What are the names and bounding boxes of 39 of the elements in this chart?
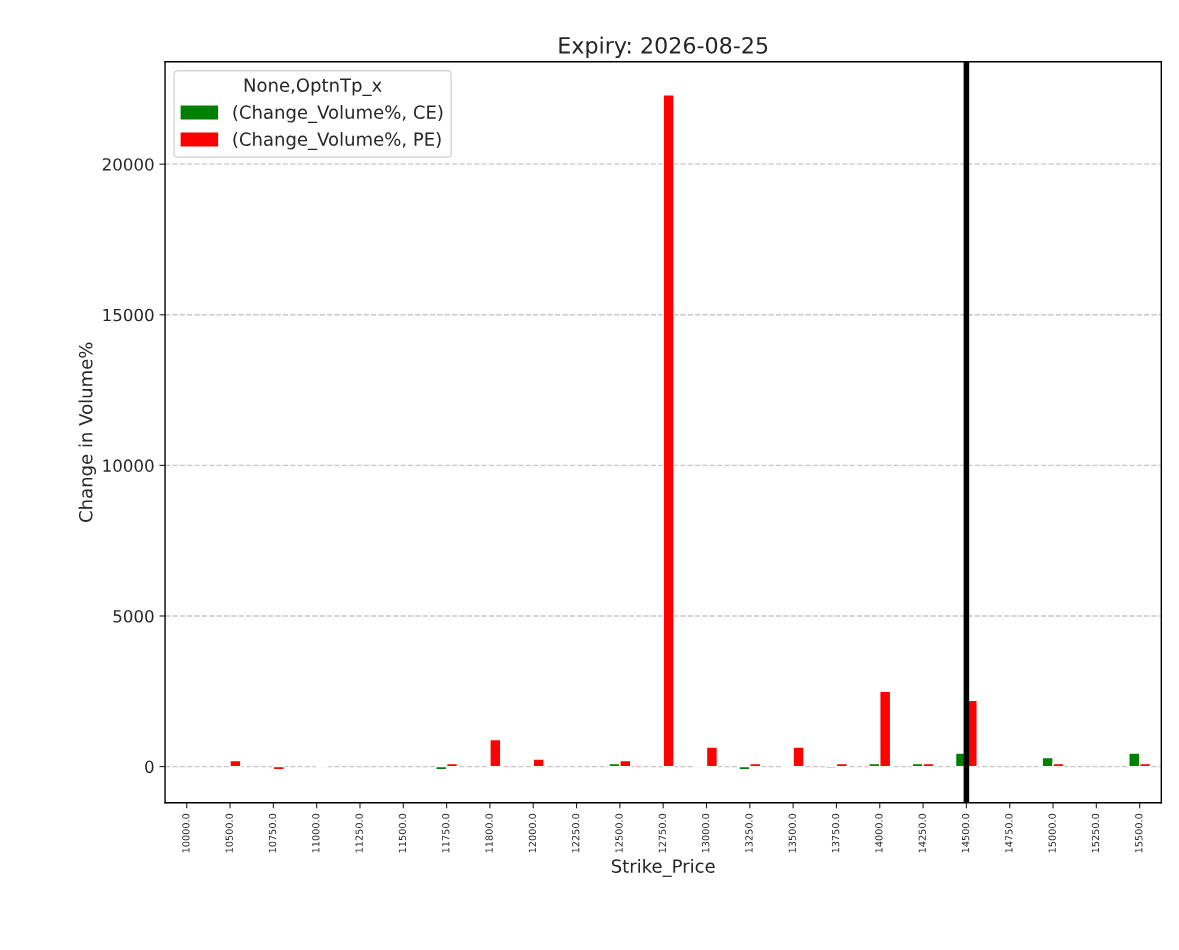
- x-tick-label: 11250.0: [355, 813, 363, 853]
- x-tick-label: 12000.0: [528, 813, 537, 853]
- chart-title: Expiry: 2026-08-25: [559, 36, 768, 59]
- x-tick-label: 14500.0: [961, 813, 970, 853]
- legend-title: None,OptnTp_x: [244, 78, 382, 96]
- x-tick-label: 11800.0: [485, 813, 493, 853]
- x-tick-label: 13750.0: [831, 813, 840, 853]
- x-tick-label: 15500.0: [1135, 813, 1143, 853]
- bar: [662, 94, 675, 768]
- x-tick-label: 12750.0: [658, 813, 667, 853]
- y-tick-label: 5000: [113, 609, 154, 623]
- x-tick-label: 14250.0: [918, 813, 926, 853]
- x-tick-label: 12500.0: [615, 813, 623, 853]
- bar: [489, 738, 502, 768]
- x-tick-label: 15000.0: [1048, 813, 1056, 853]
- x-tick-label: 11000.0: [312, 813, 320, 853]
- bar: [229, 759, 242, 768]
- x-tick-label: 13500.0: [788, 813, 796, 853]
- x-tick-label: 14750.0: [1005, 813, 1013, 853]
- x-tick-label: 10500.0: [225, 813, 233, 853]
- x-tick-label: 10000.0: [182, 813, 190, 853]
- x-axis-title: Strike_Price: [611, 858, 715, 877]
- y-tick-label: 20000: [102, 158, 154, 171]
- y-axis-title: Change in Volume%: [78, 342, 97, 522]
- legend-label: (Change_Volume%, CE): [233, 105, 443, 123]
- x-tick-label: 13250.0: [745, 813, 753, 853]
- legend-label: (Change_Volume%, PE): [233, 132, 441, 150]
- x-tick-label: 15250.0: [1091, 813, 1100, 853]
- x-tick-label: 10750.0: [268, 813, 277, 853]
- y-tick-label: 10000: [103, 459, 154, 472]
- y-tick-label: 15000: [103, 308, 154, 322]
- x-tick-label: 13000.0: [701, 813, 710, 853]
- y-tick-label: 0: [145, 760, 154, 774]
- bar: [532, 758, 545, 768]
- bar: [272, 765, 285, 771]
- x-tick-label: 14000.0: [875, 813, 883, 853]
- x-tick-label: 11750.0: [442, 813, 450, 853]
- x-tick-label: 11500.0: [398, 813, 407, 853]
- x-tick-label: 12250.0: [572, 813, 580, 853]
